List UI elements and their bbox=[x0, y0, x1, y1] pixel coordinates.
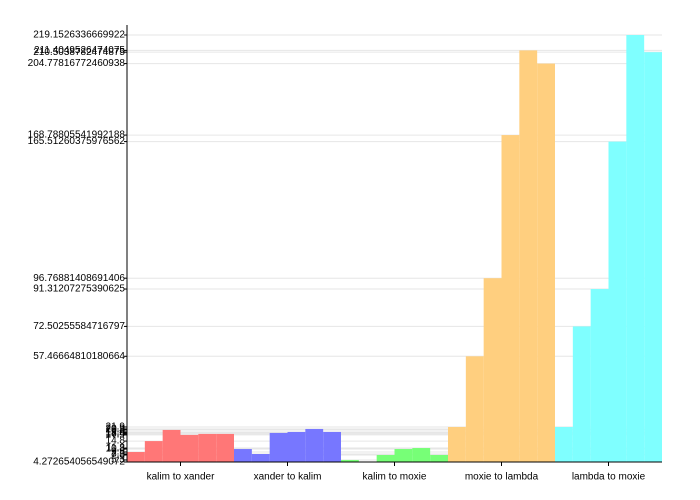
x-tick-label: xander to kalim bbox=[254, 472, 322, 483]
y-tick-label: 7.8 bbox=[111, 450, 125, 461]
bar bbox=[251, 453, 270, 462]
y-tick-label: 14.8 bbox=[106, 436, 126, 447]
bar bbox=[376, 454, 395, 462]
bar bbox=[394, 449, 413, 462]
y-tick-label: 11.3 bbox=[106, 443, 125, 454]
y-tick-label: 219.1526336669922 bbox=[33, 30, 125, 41]
bar bbox=[162, 429, 181, 462]
y-tick-label: 210.5038782474875 bbox=[33, 47, 125, 58]
bar bbox=[198, 433, 217, 462]
y-tick-label: 9.3 bbox=[111, 447, 125, 458]
y-tick-label: 72.50255584716797 bbox=[33, 321, 125, 332]
bar bbox=[519, 50, 538, 463]
bar bbox=[537, 63, 555, 463]
bar bbox=[572, 326, 591, 462]
bar bbox=[127, 452, 145, 462]
y-tick-label: 96.76881408691406 bbox=[33, 273, 125, 284]
bar bbox=[626, 35, 645, 462]
y-tick-label: 19.4 bbox=[106, 427, 126, 438]
x-tick-label: kalim to moxie bbox=[363, 472, 427, 483]
y-tick-label: 17.9 bbox=[106, 430, 126, 441]
y-tick-label: 91.31207275390625 bbox=[33, 284, 125, 295]
y-tick-label: 10.8 bbox=[106, 444, 126, 455]
x-tick-label: lambda to moxie bbox=[572, 472, 646, 483]
y-tick-label: 8.3 bbox=[111, 449, 125, 460]
x-tick-label: moxie to lambda bbox=[465, 472, 539, 483]
bar bbox=[269, 432, 288, 462]
bar bbox=[608, 141, 627, 462]
bar bbox=[234, 449, 252, 462]
y-tick-label: 18.4 bbox=[106, 429, 126, 440]
bar bbox=[323, 431, 341, 462]
y-tick-label: 21.9 bbox=[106, 422, 126, 433]
bar bbox=[465, 356, 484, 462]
bar bbox=[430, 454, 448, 462]
bar bbox=[341, 459, 359, 462]
y-tick-label: 5.3 bbox=[111, 455, 125, 466]
bar bbox=[216, 433, 234, 462]
y-tick-label: 20.9 bbox=[106, 424, 126, 435]
y-tick-label: 57.46664810180664 bbox=[33, 351, 125, 362]
bar bbox=[412, 448, 431, 462]
bar bbox=[180, 434, 199, 462]
y-tick-label: 4.272654056549072 bbox=[33, 457, 125, 468]
y-tick-label: 204.77816772460938 bbox=[28, 58, 126, 69]
y-tick-label: 211.4049526474075 bbox=[34, 45, 125, 56]
x-tick-label: kalim to xander bbox=[147, 472, 215, 483]
bar bbox=[644, 52, 662, 462]
y-tick-label: 165.51260375976562 bbox=[28, 136, 126, 147]
y-tick-label: 20.4 bbox=[106, 425, 126, 436]
y-tick-label: 18.9 bbox=[106, 428, 126, 439]
y-tick-label: 168.78805541992188 bbox=[28, 130, 126, 141]
bar bbox=[501, 135, 520, 462]
bar bbox=[483, 278, 502, 462]
bar bbox=[555, 426, 573, 462]
bar bbox=[305, 428, 324, 462]
bar bbox=[590, 289, 609, 462]
bar bbox=[144, 441, 163, 462]
bar bbox=[448, 426, 466, 462]
bar bbox=[287, 431, 306, 462]
